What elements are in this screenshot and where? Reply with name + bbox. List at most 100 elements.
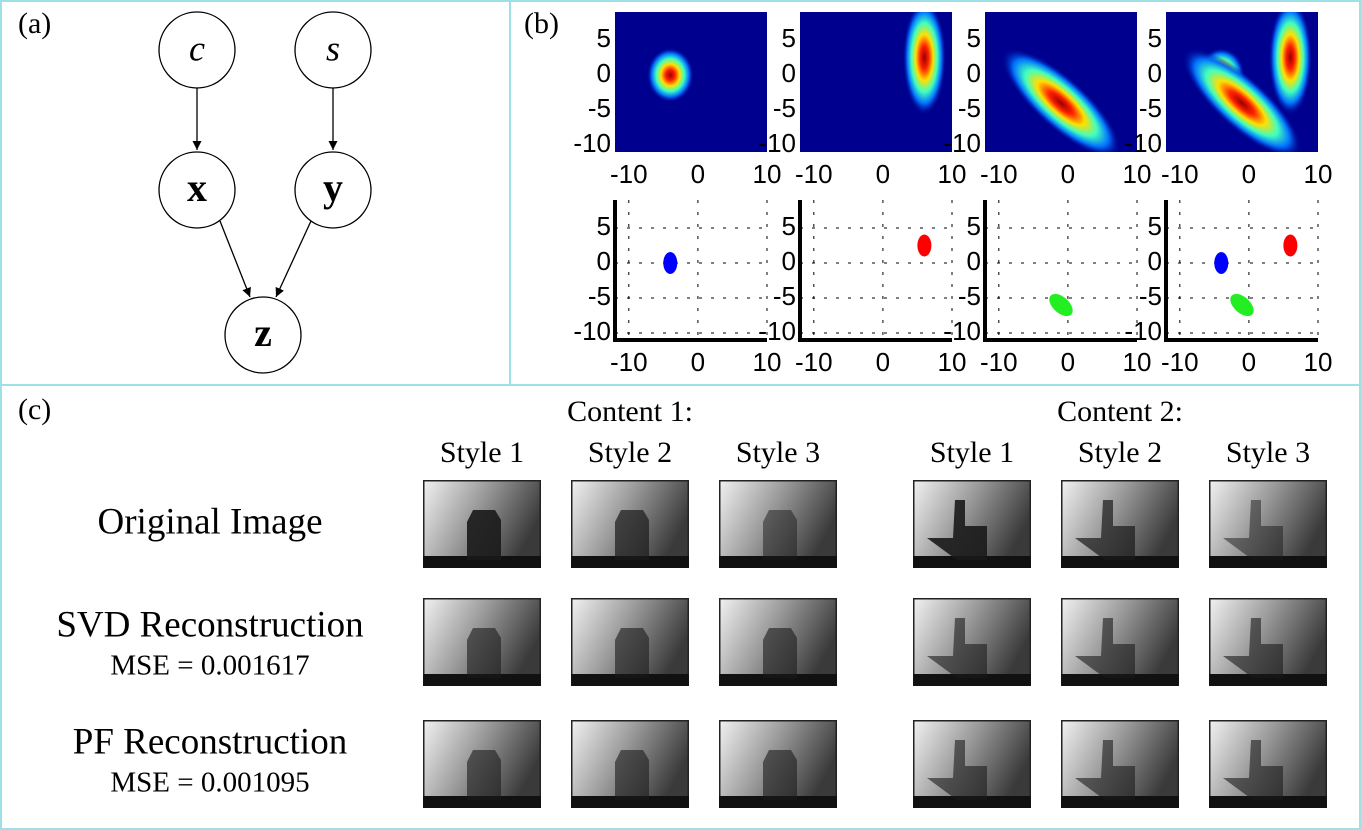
axes	[800, 200, 952, 340]
mse-label: MSE = 0.001095	[110, 767, 309, 799]
y-tick-label: -10	[1124, 316, 1162, 346]
x-tick-label: -10	[980, 159, 1018, 189]
style-label: Style 2	[1078, 436, 1162, 469]
hand	[615, 510, 649, 560]
x-tick-label: 10	[1123, 159, 1152, 189]
image-cell	[913, 720, 1031, 808]
density	[647, 48, 694, 102]
y-tick-label: 5	[967, 23, 981, 53]
image-cell	[571, 480, 689, 568]
edge	[276, 221, 311, 297]
x-tick-label: 0	[1242, 159, 1256, 189]
cluster	[1226, 290, 1258, 321]
x-tick-label: 0	[1061, 159, 1075, 189]
y-tick-label: 5	[782, 211, 796, 241]
figure: (a) (b) (c) csxyz50-5-10-1001050-5-10-10…	[0, 0, 1361, 830]
panel-label: (b)	[524, 7, 559, 40]
y-tick-label: 0	[782, 246, 796, 276]
x-tick-label: -10	[610, 347, 648, 377]
cluster	[1214, 252, 1228, 274]
y-tick-label: -10	[758, 128, 796, 158]
row-label: PF Reconstruction	[73, 721, 347, 762]
y-tick-label: 5	[1148, 23, 1162, 53]
style-label: Style 1	[440, 436, 524, 469]
style-label: Style 2	[588, 436, 672, 469]
y-tick-label: -10	[758, 316, 796, 346]
x-tick-label: -10	[795, 347, 833, 377]
y-tick-label: 0	[967, 58, 981, 88]
image-cell	[571, 598, 689, 686]
node-label: y	[323, 165, 343, 210]
x-tick-label: -10	[1161, 159, 1199, 189]
y-tick-label: 5	[1148, 211, 1162, 241]
style-label: Style 3	[736, 436, 820, 469]
panel-label: (c)	[18, 393, 51, 426]
y-tick-label: -5	[958, 281, 981, 311]
y-tick-label: -5	[958, 93, 981, 123]
image-cell	[1061, 480, 1179, 568]
cluster	[1045, 290, 1077, 321]
x-tick-label: 10	[938, 347, 967, 377]
panel-label: (a)	[18, 7, 51, 40]
y-tick-label: 0	[782, 58, 796, 88]
y-tick-label: -5	[588, 93, 611, 123]
cluster	[663, 252, 677, 274]
density	[1269, 0, 1312, 115]
y-tick-label: 0	[1148, 246, 1162, 276]
hand	[615, 750, 649, 800]
edge	[220, 221, 250, 297]
image-cell	[1209, 598, 1327, 686]
image-cell	[571, 720, 689, 808]
image-cell	[913, 480, 1031, 568]
y-tick-label: 5	[782, 23, 796, 53]
hand	[763, 510, 797, 560]
x-tick-label: -10	[610, 159, 648, 189]
x-tick-label: -10	[795, 159, 833, 189]
row-label: Original Image	[98, 501, 323, 542]
hand	[467, 510, 501, 560]
hand	[615, 628, 649, 678]
x-tick-label: 10	[1304, 159, 1333, 189]
group-title: Content 2:	[1057, 395, 1183, 428]
density	[903, 0, 946, 115]
style-label: Style 3	[1226, 436, 1310, 469]
y-tick-label: -5	[588, 281, 611, 311]
node-label: s	[326, 28, 340, 68]
node-label: z	[254, 310, 272, 355]
y-tick-label: 0	[597, 58, 611, 88]
y-tick-label: -10	[1124, 128, 1162, 158]
mse-label: MSE = 0.001617	[110, 650, 309, 682]
page: {"panel_a":{"label":"(a)","nodes":[{"lab…	[0, 0, 1361, 830]
x-tick-label: 0	[691, 159, 705, 189]
image-cell	[1209, 720, 1327, 808]
y-tick-label: 0	[967, 246, 981, 276]
x-tick-label: 10	[1123, 347, 1152, 377]
hand	[467, 750, 501, 800]
y-tick-label: -5	[773, 93, 796, 123]
x-tick-label: 10	[753, 347, 782, 377]
node-label: c	[189, 28, 205, 68]
x-tick-label: 0	[1061, 347, 1075, 377]
y-tick-label: 5	[597, 211, 611, 241]
x-tick-label: 10	[1304, 347, 1333, 377]
group-title: Content 1:	[567, 395, 693, 428]
hand	[467, 628, 501, 678]
x-tick-label: 10	[753, 159, 782, 189]
y-tick-label: 0	[597, 246, 611, 276]
heatmap	[985, 12, 1137, 173]
image-cell	[423, 598, 541, 686]
y-tick-label: -10	[573, 316, 611, 346]
axes	[985, 200, 1137, 340]
cluster	[1283, 235, 1297, 257]
y-tick-label: -10	[573, 128, 611, 158]
image-cell	[1061, 598, 1179, 686]
y-tick-label: -5	[1139, 93, 1162, 123]
hand	[763, 628, 797, 678]
hand	[763, 750, 797, 800]
y-tick-label: -5	[773, 281, 796, 311]
heatmap	[1166, 0, 1318, 173]
image-cell	[719, 720, 837, 808]
y-tick-label: -10	[943, 316, 981, 346]
node-label: x	[187, 165, 207, 210]
image-cell	[423, 480, 541, 568]
